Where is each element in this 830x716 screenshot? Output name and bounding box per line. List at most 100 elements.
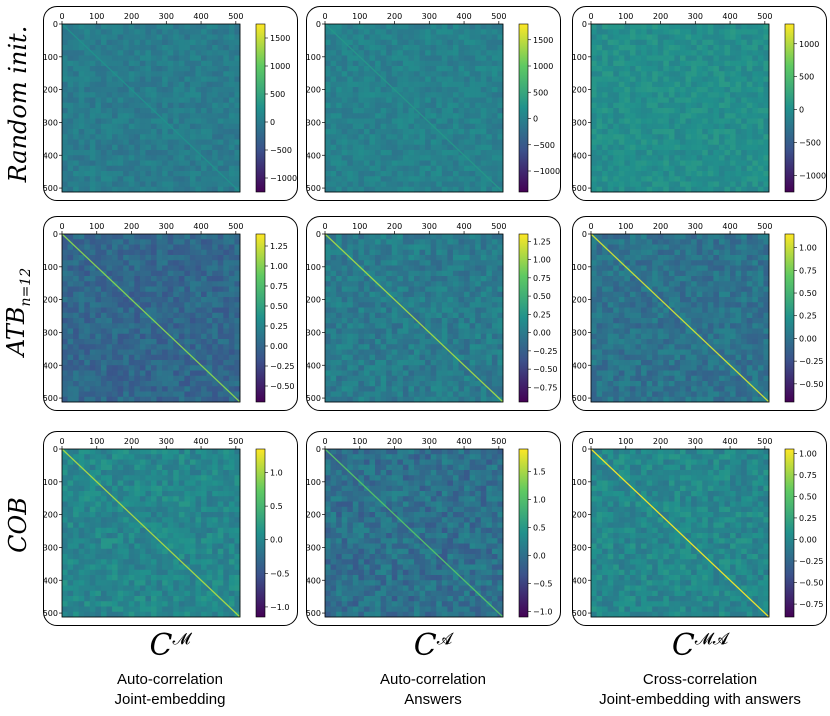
- heatmap-cell: [646, 55, 653, 62]
- heatmap-cell: [430, 81, 437, 88]
- heatmap-cell: [718, 87, 725, 93]
- heatmap-cell: [151, 370, 157, 377]
- heatmap-cell: [419, 176, 426, 182]
- heatmap-cell: [464, 234, 470, 240]
- heatmap-cell: [228, 281, 235, 287]
- heatmap-cell: [363, 328, 370, 335]
- heatmap-cell: [189, 339, 196, 345]
- heatmap-cell: [497, 139, 504, 146]
- heatmap-cell: [402, 349, 409, 356]
- heatmap-cell: [646, 150, 653, 156]
- heatmap-cell: [707, 87, 714, 93]
- heatmap-cell: [763, 150, 770, 156]
- heatmap-cell: [491, 97, 498, 104]
- heatmap-cell: [325, 186, 331, 193]
- heatmap-cell: [112, 134, 118, 140]
- heatmap-cell: [408, 66, 415, 72]
- heatmap-cell: [674, 171, 681, 177]
- heatmap-cell: [201, 318, 207, 324]
- heatmap-cell: [212, 71, 219, 77]
- heatmap-cell: [730, 171, 736, 177]
- heatmap-cell: [641, 129, 647, 135]
- heatmap-cell: [62, 312, 68, 319]
- heatmap-cell: [184, 186, 191, 193]
- heatmap-cell: [352, 39, 359, 46]
- heatmap-cell: [100, 139, 107, 146]
- heatmap-cell: [408, 328, 415, 335]
- heatmap-cell: [763, 29, 770, 35]
- heatmap-cell: [156, 370, 163, 377]
- heatmap-cell: [112, 123, 118, 130]
- heatmap-cell: [128, 118, 135, 125]
- heatmap-cell: [475, 260, 482, 266]
- heatmap-cell: [184, 255, 191, 261]
- heatmap-cell: [629, 171, 636, 177]
- heatmap-cell: [397, 181, 404, 188]
- heatmap-cell: [95, 39, 102, 46]
- heatmap-cell: [475, 333, 482, 340]
- heatmap-cell: [145, 265, 152, 272]
- heatmap-cell: [67, 265, 74, 272]
- heatmap-cell: [184, 129, 191, 135]
- heatmap-cell: [217, 113, 224, 119]
- heatmap-cell: [464, 270, 470, 277]
- heatmap-cell: [206, 176, 213, 182]
- heatmap-cell: [718, 71, 725, 77]
- heatmap-cell: [78, 165, 85, 172]
- heatmap-cell: [217, 255, 224, 261]
- heatmap-cell: [436, 150, 443, 156]
- heatmap-cell: [635, 45, 642, 51]
- heatmap-cell: [73, 270, 79, 277]
- heatmap-cell: [162, 155, 168, 161]
- heatmap-cell: [618, 92, 625, 98]
- heatmap-cell: [78, 134, 85, 140]
- heatmap-cell: [657, 66, 664, 72]
- heatmap-cell: [730, 71, 736, 77]
- heatmap-cell: [67, 281, 74, 287]
- heatmap-cell: [369, 265, 376, 272]
- heatmap-cell: [84, 344, 91, 350]
- heatmap-cell: [156, 92, 163, 98]
- heatmap-cell: [441, 249, 448, 256]
- heatmap-cell: [341, 34, 348, 41]
- heatmap-cell: [352, 328, 359, 335]
- heatmap-cell: [145, 307, 152, 314]
- heatmap-cell: [84, 102, 91, 109]
- heatmap-cell: [757, 45, 764, 51]
- heatmap-cell: [375, 97, 381, 104]
- heatmap-cell: [397, 66, 404, 72]
- heatmap-cell: [128, 370, 135, 377]
- heatmap-cell: [691, 171, 697, 177]
- heatmap-cell: [195, 165, 202, 172]
- heatmap-cell: [668, 24, 675, 30]
- heatmap-cell: [151, 92, 157, 98]
- heatmap-cell: [106, 76, 113, 83]
- heatmap-cell: [162, 360, 168, 366]
- heatmap-cell: [336, 270, 342, 277]
- heatmap-cell: [475, 144, 482, 151]
- heatmap-cell: [352, 123, 359, 130]
- heatmap-cell: [491, 45, 498, 51]
- heatmap-cell: [491, 255, 498, 261]
- heatmap-cell: [212, 123, 219, 130]
- heatmap-cell: [100, 276, 107, 282]
- heatmap-cell: [167, 144, 174, 151]
- heatmap-cell: [325, 45, 331, 51]
- heatmap-cell: [228, 302, 235, 308]
- heatmap-cell: [369, 176, 376, 182]
- heatmap-cell: [635, 144, 642, 151]
- heatmap-cell: [145, 92, 152, 98]
- heatmap-svg: 0 100 200 300 400 5000100200300400500−1000−50…: [44, 12, 297, 193]
- heatmap-cell: [691, 139, 697, 146]
- heatmap-cell: [330, 71, 337, 77]
- heatmap-cell: [358, 234, 365, 240]
- heatmap-cell: [189, 113, 196, 119]
- heatmap-cell: [602, 34, 608, 41]
- heatmap-cell: [336, 29, 342, 35]
- heatmap-cell: [591, 92, 597, 98]
- heatmap-cell: [123, 260, 130, 266]
- heatmap-cell: [691, 45, 697, 51]
- heatmap-cell: [134, 244, 141, 251]
- heatmap-cell: [646, 123, 653, 130]
- heatmap-cell: [425, 50, 431, 56]
